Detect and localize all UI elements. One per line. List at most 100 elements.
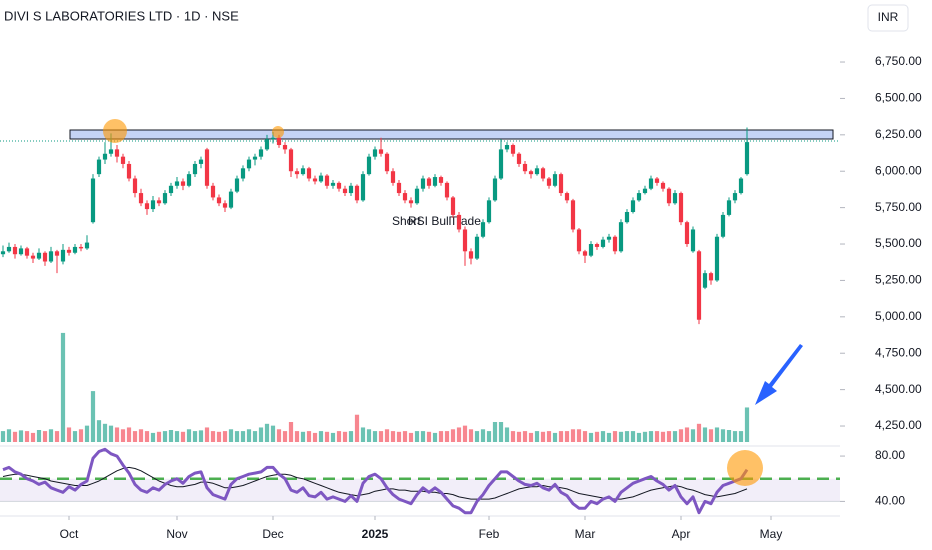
volume-bar [300,431,306,442]
candle-body [300,168,306,175]
candle-body [294,171,300,175]
candle-body [636,193,642,201]
volume-bar [444,431,450,442]
candle-body [270,137,276,140]
candle-body [138,193,144,204]
volume-bar [468,429,474,442]
volume-bar [396,431,402,442]
volume-bar [60,332,66,442]
chart-title: DIVI S LABORATORIES LTD · 1D · NSE [4,8,239,23]
x-tick-label: Feb [479,527,500,541]
candle-body [588,244,594,256]
candle-body [150,200,156,210]
candle-body [312,178,318,182]
volume-bar [324,431,330,442]
candle-body [372,149,378,157]
candle-body [240,168,246,179]
candle-body [450,197,456,215]
volume-bar [462,425,468,442]
candle-body [390,171,396,183]
candle-body [420,178,426,189]
candle-body [42,252,48,262]
volume-bar [84,425,90,442]
candle-body [702,273,708,288]
candle-body [564,193,570,201]
volume-bar [348,431,354,442]
candle-body [60,249,66,262]
volume-bar [12,431,18,442]
volume-bar [570,429,576,442]
candle-body [690,229,696,252]
candle-body [366,156,372,175]
candle-body [462,229,468,252]
candle-body [222,203,228,208]
volume-bar [660,431,666,442]
candle-body [468,251,474,259]
volume-bar [666,431,672,442]
volume-bar [420,431,426,442]
candle-body [246,159,252,169]
volume-bar [558,431,564,442]
volume-bar [6,429,12,442]
candle-body [714,236,720,281]
volume-bar [726,430,732,442]
candle-body [474,236,480,259]
candle-body [282,145,288,150]
candle-body [594,244,600,247]
volume-bar [186,429,192,442]
volume-bar [504,427,510,442]
volume-bar [642,431,648,442]
candle-body [288,149,294,172]
candle-body [342,188,348,194]
candle-body [162,193,168,204]
x-tick-label: Apr [672,527,691,541]
volume-bar [624,431,630,442]
candle-body [30,255,36,259]
volume-bar [534,431,540,442]
currency-label[interactable]: INR [878,10,899,24]
candle-body [48,251,54,262]
candle-body [24,248,30,256]
volume-bar [30,432,36,442]
candle-body [570,200,576,230]
volume-bar [576,429,582,442]
candle-body [654,178,660,183]
candle-body [354,185,360,201]
candle-body [540,168,546,179]
candle-body [396,182,402,194]
volume-bar [702,427,708,442]
y-tick-label: 5,750.00 [875,200,922,214]
annotation: RSI Bull [408,214,451,228]
volume-bar [240,431,246,442]
volume-bar [408,432,414,442]
volume-bar [372,431,378,442]
currency-button[interactable] [867,4,909,32]
volume-bar [510,431,516,442]
candle-body [528,171,534,175]
volume-bar [342,431,348,442]
candle-body [720,214,726,237]
annotation: Trade [450,214,481,228]
candle-body [696,251,702,320]
x-tick-label: Mar [575,527,596,541]
volume-bar [354,414,360,442]
volume-bar [606,432,612,442]
resistance-zone [69,129,834,140]
y-tick-label: 6,750.00 [875,54,922,68]
candle-body [78,246,84,249]
volume-bar [582,431,588,442]
volume-bar [636,432,642,442]
volume-bar [552,432,558,442]
volume-bar [330,432,336,442]
volume-bar [678,429,684,442]
candle-body [666,188,672,204]
volume-bar [612,431,618,442]
candle-body [384,153,390,172]
candle-body [582,251,588,256]
volume-bar [546,431,552,442]
volume-bar [78,429,84,442]
volume-bar [450,429,456,442]
volume-bar [180,431,186,442]
